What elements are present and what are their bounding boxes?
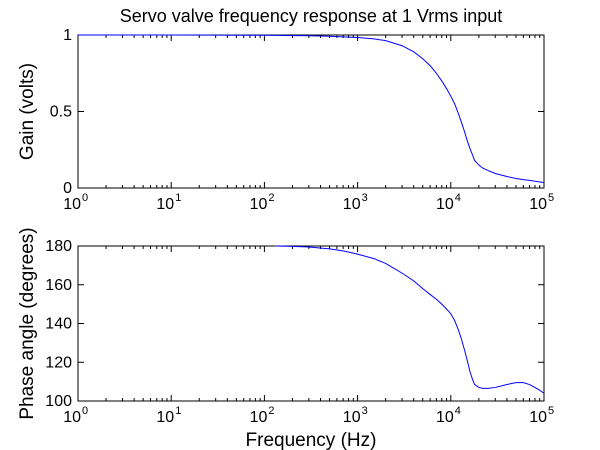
x-axis-label: Frequency (Hz) — [246, 430, 377, 450]
x-tick-label: 10 — [529, 409, 547, 426]
x-tick-exponent: 1 — [175, 192, 181, 204]
x-tick-label: 10 — [250, 196, 268, 213]
x-tick-exponent: 3 — [362, 405, 368, 417]
y-tick-label: 100 — [45, 393, 72, 410]
x-tick-label: 10 — [436, 196, 454, 213]
y-axis-label: Phase angle (degrees) — [17, 227, 38, 419]
y-tick-label: 160 — [45, 277, 72, 294]
x-tick-label: 10 — [343, 409, 361, 426]
x-tick-exponent: 1 — [175, 405, 181, 417]
x-tick-label: 10 — [156, 409, 174, 426]
y-tick-label: 120 — [45, 354, 72, 371]
x-tick-exponent: 3 — [362, 192, 368, 204]
x-tick-exponent: 5 — [548, 405, 554, 417]
x-tick-label: 10 — [529, 196, 547, 213]
y-axis-label: Gain (volts) — [17, 63, 38, 160]
x-tick-exponent: 5 — [548, 192, 554, 204]
x-tick-label: 10 — [156, 196, 174, 213]
y-tick-label: 0.5 — [50, 104, 72, 121]
y-tick-label: 180 — [45, 238, 72, 255]
y-tick-label: 1 — [63, 27, 72, 44]
axes-box-2 — [77, 245, 545, 402]
x-tick-exponent: 0 — [82, 405, 88, 417]
x-tick-label: 10 — [343, 196, 361, 213]
series-line-phase — [275, 245, 545, 394]
y-tick-label: 0 — [63, 180, 72, 197]
chart-title: Servo valve frequency response at 1 Vrms… — [120, 6, 503, 26]
x-tick-label: 10 — [63, 409, 81, 426]
x-tick-label: 10 — [436, 409, 454, 426]
x-tick-label: 10 — [63, 196, 81, 213]
x-tick-exponent: 0 — [82, 192, 88, 204]
series-line-gain — [78, 34, 545, 184]
y-tick-label: 140 — [45, 316, 72, 333]
x-tick-label: 10 — [250, 409, 268, 426]
axes-box-1 — [77, 34, 545, 189]
x-tick-exponent: 4 — [455, 192, 461, 204]
x-tick-exponent: 2 — [268, 405, 274, 417]
x-tick-exponent: 4 — [455, 405, 461, 417]
x-tick-exponent: 2 — [268, 192, 274, 204]
